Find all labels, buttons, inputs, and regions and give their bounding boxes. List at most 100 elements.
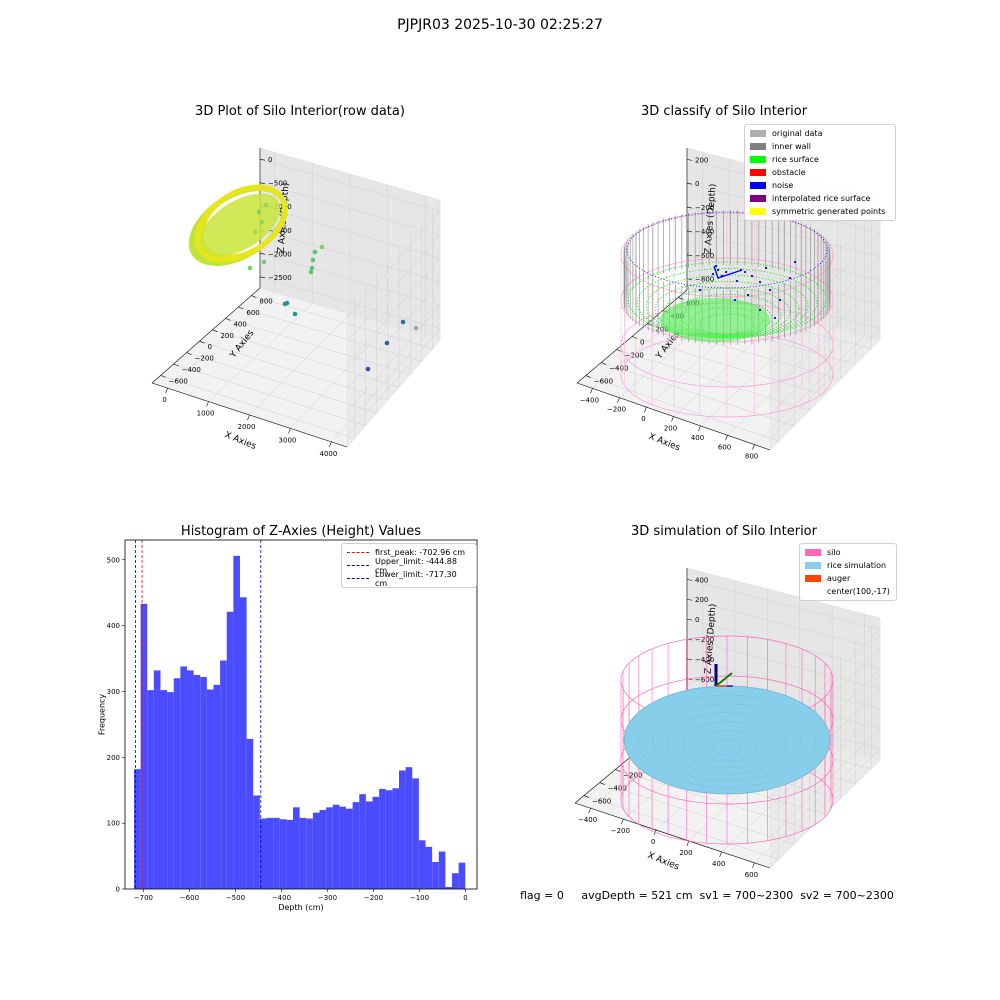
simulation-silo-ring (620, 675, 834, 765)
legend-entry-obstacle: obstacle (750, 166, 890, 179)
raw-point (309, 265, 315, 271)
simulation-model (620, 635, 834, 845)
classify-y-tick (678, 297, 684, 300)
histogram-bar (438, 851, 446, 889)
histogram-bar (399, 770, 406, 889)
simulation-z-gridline (686, 638, 881, 798)
histogram-bar (193, 674, 201, 889)
simulation-z-tick (686, 598, 693, 601)
classify-x-gridline (727, 187, 838, 436)
classify-y-tick-label: −600 (594, 378, 613, 386)
raw-y-tick-label: 0 (208, 343, 212, 351)
raw-point (252, 229, 258, 235)
classify-rice-surface (645, 274, 809, 338)
raw-point (312, 249, 318, 255)
simulation-y-tick (677, 717, 684, 720)
raw-y-gridline (199, 259, 389, 401)
raw-side-pane (259, 147, 441, 341)
raw-x-gridline (249, 174, 351, 416)
raw-floor-pane (151, 287, 441, 448)
simulation-rice-mesh (638, 694, 816, 788)
raw-point (308, 269, 314, 275)
legend-entry-interpolated-rice-surface: interpolated rice surface (750, 192, 890, 205)
legend-line (347, 552, 369, 553)
simulation-z-gridline (686, 579, 881, 738)
raw-y-tick-label: 400 (233, 320, 246, 328)
classify-z-tick (686, 230, 693, 233)
simulation-y-gridline (630, 672, 826, 815)
raw-point (319, 244, 325, 250)
raw-y-tick (160, 375, 166, 378)
raw-z-gridline (259, 158, 441, 319)
simulation-x-tick (588, 808, 591, 814)
classify-z-gridline (686, 278, 881, 439)
classify-y-tick-label: −200 (625, 352, 644, 360)
classify-z-tick (686, 206, 693, 209)
histogram-y-tick-label: 300 (107, 688, 120, 696)
legend-label: rice simulation (827, 561, 887, 570)
histogram-y-tick-label: 500 (107, 556, 120, 564)
legend-label: original data (772, 129, 823, 138)
classify-noise-ring (626, 211, 828, 289)
raw-point-ring (188, 185, 288, 267)
classify-noise-cluster (713, 265, 743, 279)
classify-y-tick (647, 323, 653, 326)
classify-z-gridline (686, 254, 881, 415)
raw-grid (160, 152, 441, 443)
classify-y-tick (601, 362, 607, 365)
simulation-rice-mesh (682, 721, 772, 769)
histogram-x-tick-label: −300 (318, 894, 337, 902)
classify-x-tick-label: 800 (745, 453, 758, 461)
raw-x-axis-line (151, 382, 348, 448)
raw-x-gridline (208, 163, 313, 402)
raw-point-ring (194, 185, 288, 263)
classify-rice-surface (699, 313, 755, 335)
histogram-bars (133, 555, 466, 889)
raw-y-gridline (225, 234, 411, 375)
raw-x-tick (206, 401, 209, 407)
simulation-y-tick-label: 600 (686, 719, 699, 727)
classify-y-tick (662, 310, 668, 313)
classify-z-tick-label: 200 (695, 156, 708, 164)
classify-x-tick (752, 444, 755, 450)
raw-z-tick (259, 252, 266, 255)
simulation-z-tick (686, 638, 693, 641)
classify-noise-point (743, 270, 747, 274)
simulation-x-label: X Axies (646, 851, 681, 873)
simulation-x-tick-label: 0 (651, 838, 655, 846)
classify-x-tick-label: −200 (607, 406, 626, 414)
classify-point-cloud (620, 210, 834, 418)
raw-z-tick (259, 229, 266, 232)
simulation-x-tick-label: 200 (679, 849, 692, 857)
classify-noise-point (711, 272, 715, 276)
raw-point-ring (194, 185, 288, 263)
simulation-floor-pane (574, 709, 881, 869)
legend-swatch (750, 156, 766, 163)
legend-label: Upper_limit: -444.88 cm (375, 556, 457, 575)
histogram-bar (458, 862, 466, 889)
simulation-y-tick (583, 795, 590, 798)
classify-plot-title: 3D classify of Silo Interior (640, 104, 808, 119)
simulation-silo-ring (620, 635, 834, 725)
histogram-bar (392, 788, 400, 889)
histogram-bar (220, 660, 227, 889)
simulation-y-label: Y Axies (653, 749, 682, 782)
classify-z-tick-label: −600 (695, 252, 714, 260)
raw-axes-box: 010002000300040008006004002000−200−400−6… (151, 147, 441, 458)
histogram-bar (445, 887, 453, 889)
simulation-silo-ring (620, 715, 834, 805)
classify-z-tick-label: −400 (695, 228, 714, 236)
classify-x-label: X Axies (647, 432, 682, 454)
raw-point-ring (191, 185, 288, 265)
simulation-x-tick-label: 600 (745, 871, 758, 879)
legend-label: symmetric generated points (772, 207, 886, 216)
histogram-bar (286, 819, 293, 889)
simulation-z-tick-label: −400 (695, 656, 714, 664)
simulation-y-tick-label: −200 (623, 772, 642, 780)
histogram-y-tick-label: 200 (107, 754, 120, 762)
simulation-y-tick-label: 400 (670, 732, 683, 740)
histogram-bar (167, 692, 174, 889)
classify-noise-point (758, 308, 762, 312)
histogram-bar (140, 603, 148, 889)
figure-title: PJPJR03 2025-10-30 02:25:27 (397, 17, 603, 33)
